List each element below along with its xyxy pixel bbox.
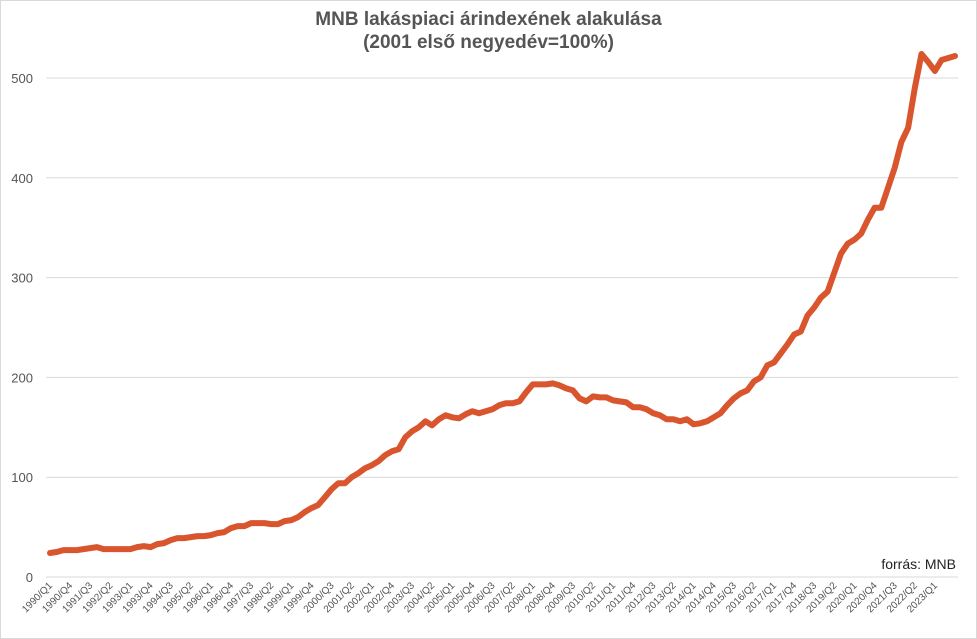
y-tick-label: 500 — [11, 71, 33, 86]
x-axis: 1990/Q11990/Q41991/Q31992/Q21993/Q11993/… — [20, 580, 940, 615]
y-tick-label: 100 — [11, 470, 33, 485]
source-annotation: forrás: MNB — [881, 556, 956, 572]
chart-title: MNB lakáspiaci árindexének alakulása — [315, 9, 662, 30]
gridlines — [46, 77, 958, 578]
chart-subtitle: (2001 első negyedév=100%) — [363, 32, 614, 53]
price-index-line — [47, 51, 958, 556]
y-tick-label: 0 — [26, 570, 33, 585]
chart-title-block: MNB lakáspiaci árindexének alakulása (20… — [0, 8, 977, 54]
y-tick-label: 300 — [11, 271, 33, 286]
y-tick-label: 400 — [11, 171, 33, 186]
y-axis: 0 100 200 300 400 500 — [11, 71, 33, 585]
y-tick-label: 200 — [11, 370, 33, 385]
